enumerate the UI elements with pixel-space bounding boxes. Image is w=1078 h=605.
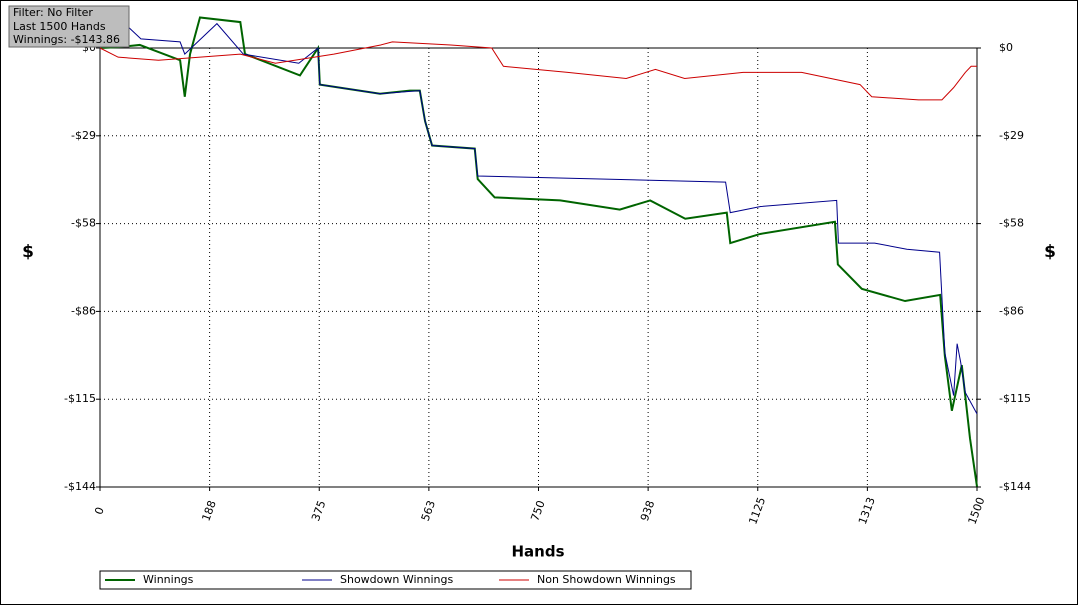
series-line	[99, 41, 977, 101]
y-tick-label: -$29	[71, 129, 96, 142]
y2-tick-label: $0	[999, 41, 1013, 54]
y-axis-label: $	[22, 242, 34, 262]
filter-text: Filter: No Filter	[13, 6, 93, 19]
filter-text: Winnings: -$143.86	[13, 33, 120, 46]
series-line	[99, 16, 978, 415]
y-tick-label: -$86	[71, 304, 96, 317]
y2-axis-label: $	[1044, 242, 1056, 262]
filter-box	[8, 5, 130, 48]
legend-label: Winnings	[143, 573, 194, 586]
y2-tick-label: -$115	[999, 392, 1031, 405]
y-tick-label: -$58	[71, 217, 96, 230]
y2-tick-label: -$29	[999, 129, 1024, 142]
y2-tick-label: -$58	[999, 217, 1024, 230]
legend-label: Showdown Winnings	[340, 573, 454, 586]
y2-tick-label: -$86	[999, 304, 1024, 317]
x-tick-label: 0	[92, 505, 107, 516]
y-tick-label: -$144	[64, 480, 96, 493]
x-axis-label: Hands	[511, 543, 564, 561]
series-line	[99, 16, 978, 487]
legend-label: Non Showdown Winnings	[537, 573, 676, 586]
y-tick-label: -$115	[64, 392, 96, 405]
y2-tick-label: -$144	[999, 480, 1031, 493]
legend	[99, 570, 692, 590]
filter-text: Last 1500 Hands	[13, 20, 106, 33]
